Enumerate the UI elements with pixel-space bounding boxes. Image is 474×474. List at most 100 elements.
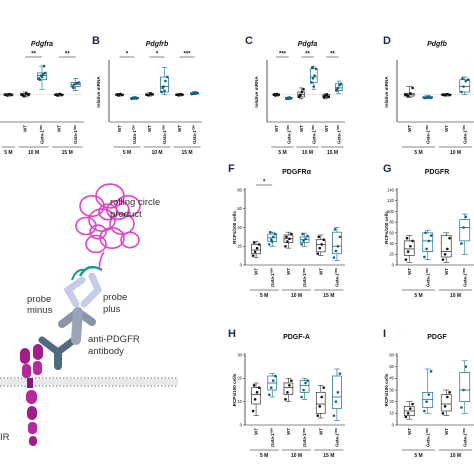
panel-letter-c: C — [245, 35, 253, 47]
x-tick-label: Gata-1low — [269, 267, 274, 287]
data-point — [304, 381, 307, 385]
data-point — [267, 393, 271, 396]
data-point — [288, 237, 291, 241]
x-tick-label: Gata-1low — [73, 124, 78, 144]
y-tick-label: 40 — [237, 225, 242, 230]
x-tick-sup: low — [334, 267, 338, 273]
data-point — [448, 93, 451, 97]
pla-diagram: rolling circle product probe minus probe… — [0, 183, 178, 446]
box-2 — [267, 373, 278, 398]
data-point — [310, 66, 314, 69]
panel-letter-h: H — [228, 328, 236, 340]
y-axis-label: relative mRNA — [96, 76, 101, 108]
x-tick-sup: low — [73, 124, 77, 130]
y-tick-label: 0 — [392, 262, 395, 267]
x-tick-sup: low — [462, 124, 466, 130]
y-tick-label: 40 — [389, 376, 394, 381]
y-axis-label: RCPs/100 cells — [384, 211, 389, 244]
data-point — [135, 96, 139, 100]
anti-pdgfr-antibody — [38, 307, 96, 370]
data-point — [56, 94, 60, 97]
group-label: 10 M — [151, 150, 162, 156]
box-body — [459, 219, 471, 242]
box-4 — [299, 378, 310, 400]
box-3 — [440, 92, 452, 97]
data-point — [336, 391, 340, 394]
data-point — [311, 77, 315, 80]
x-tick-sup: low — [311, 124, 315, 130]
data-point — [423, 255, 426, 259]
data-point — [306, 379, 309, 382]
data-point — [427, 393, 431, 396]
data-point — [325, 93, 329, 97]
data-point — [313, 74, 316, 77]
box-body — [251, 387, 261, 405]
data-point — [253, 398, 257, 401]
data-point — [339, 82, 343, 86]
data-point — [464, 365, 468, 368]
x-tick-label: Gata-1low — [462, 267, 467, 287]
panel-title: Pdgfb — [427, 41, 448, 48]
data-point — [460, 406, 463, 409]
box-2 — [422, 95, 434, 100]
group-label: 10 M — [28, 150, 39, 156]
x-tick-label: Gata-1low — [302, 427, 307, 447]
data-point — [270, 240, 274, 243]
data-point — [73, 83, 76, 86]
box-body — [459, 372, 471, 403]
data-point — [271, 235, 275, 239]
data-point — [466, 78, 470, 82]
group-label: 15 M — [327, 150, 338, 156]
y-tick-label: 20 — [389, 399, 394, 404]
data-point — [285, 97, 289, 100]
y-axis-label: RCPs/100 cells — [232, 373, 237, 406]
data-point — [304, 237, 307, 241]
data-point — [4, 93, 7, 97]
data-point — [464, 79, 468, 83]
x-tick-label: WT — [299, 125, 304, 132]
data-point — [6, 94, 9, 97]
label-receptor: IR — [0, 432, 10, 443]
data-point — [251, 409, 255, 413]
data-point — [273, 92, 277, 96]
x-tick-label: Gata-1low — [286, 124, 291, 144]
rca-tail — [98, 251, 105, 271]
data-point — [269, 386, 273, 389]
data-point — [448, 391, 451, 394]
x-tick-label: Gata-1low — [425, 124, 430, 144]
y-tick-label: 140 — [387, 187, 395, 192]
data-point — [273, 374, 277, 378]
x-tick-label: Gata-1low — [462, 124, 467, 144]
pdgf-receptor — [20, 344, 43, 446]
y-tick-label: 20 — [389, 252, 394, 257]
data-point — [462, 226, 465, 229]
x-tick-label: WT — [56, 125, 61, 132]
x-tick-sup: low — [269, 267, 273, 273]
x-tick-label: WT — [444, 428, 449, 435]
y-axis-label: relative mRNA — [254, 76, 259, 108]
data-point — [268, 230, 272, 234]
rca-loop-5 — [109, 213, 135, 236]
x-tick-label: WT — [23, 125, 28, 132]
data-point — [43, 71, 47, 75]
data-point — [267, 243, 271, 246]
x-tick-label: Gata-1low — [334, 427, 339, 447]
x-tick-label: Gata-1low — [302, 267, 307, 287]
panel-h: H PDGF-A RCPs/100 cells 0 10 20 30 WT Gata-1low W… — [228, 328, 345, 459]
x-tick-label: Gata-1low — [336, 124, 341, 144]
significance-label: ** — [65, 52, 70, 58]
y-axis-label: RCPs/100 cells — [232, 211, 237, 244]
group-label: 5 M — [414, 150, 422, 156]
data-point — [460, 90, 463, 94]
data-point — [285, 235, 288, 239]
x-tick-label: WT — [286, 428, 291, 435]
x-tick-sup: low — [192, 124, 196, 130]
panel-title: Pdgfa — [298, 41, 318, 48]
x-tick-sup: low — [269, 427, 273, 433]
box-1 — [3, 92, 14, 97]
data-point — [38, 78, 42, 82]
x-tick-sup: low — [462, 267, 466, 273]
box-4 — [53, 92, 64, 97]
y-tick-label: 100 — [387, 209, 395, 214]
